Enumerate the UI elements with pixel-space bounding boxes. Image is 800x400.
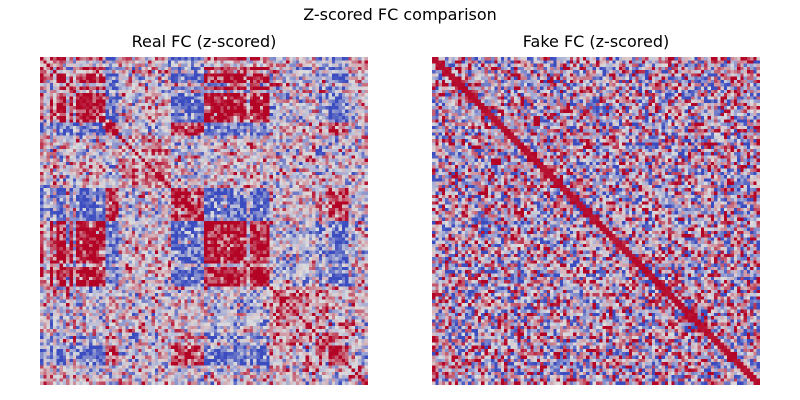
real-fc-heatmap [40,57,368,385]
fake-fc-heatmap [432,57,760,385]
figure-title: Z-scored FC comparison [303,5,497,24]
fake-fc-title: Fake FC (z-scored) [522,32,670,51]
real-fc-title: Real FC (z-scored) [131,32,277,51]
